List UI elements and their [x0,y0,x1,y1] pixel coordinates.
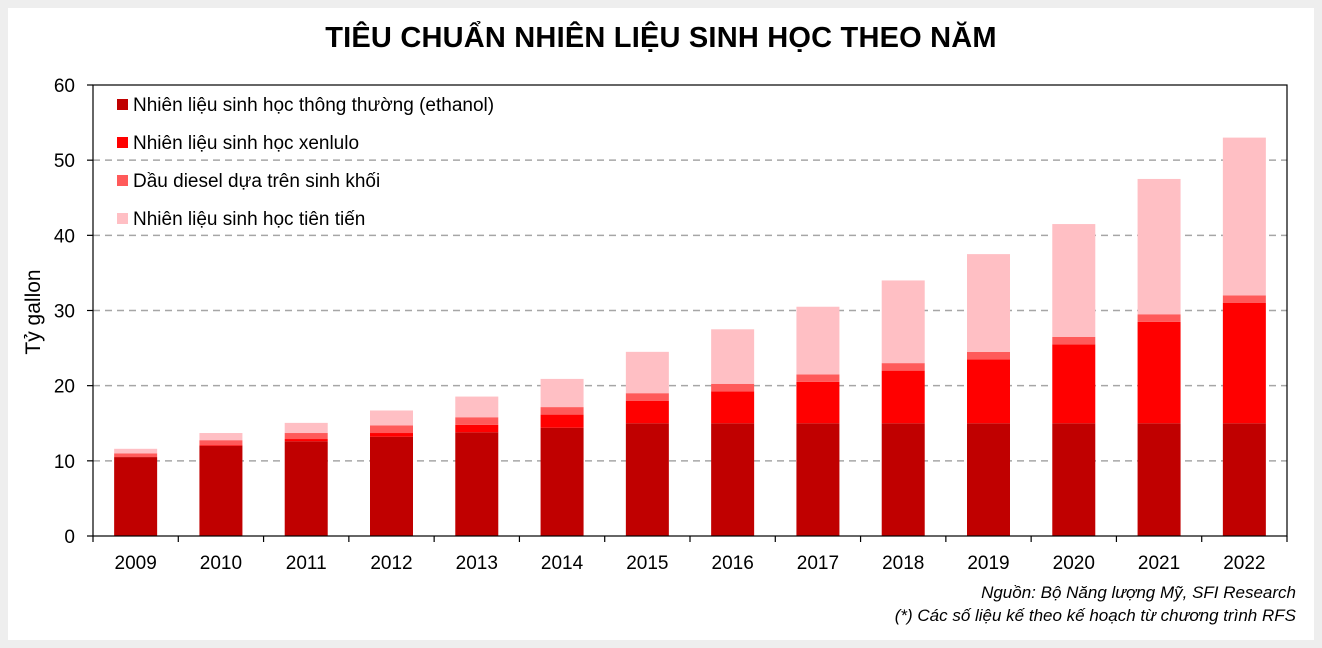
bar-segment [796,306,840,375]
bar-segment [1222,295,1266,303]
legend-swatch [117,137,128,148]
bar-segment [114,457,158,536]
bar-segment [284,422,328,434]
bar-segment [967,423,1010,536]
bar-segment [284,439,328,442]
x-tick-label: 2020 [1053,553,1095,574]
source-note: Nguồn: Bộ Năng lượng Mỹ, SFI Research [981,583,1296,602]
x-tick-label: 2009 [115,553,157,574]
legend-swatch [117,213,128,224]
y-tick-label: 10 [54,452,75,473]
bar-segment [370,436,413,536]
bar-segment [199,445,243,536]
y-axis-label: Tỷ gallon [22,269,45,354]
axes-group [87,84,1288,542]
bar-segment [711,391,755,424]
bar-segment [796,381,840,424]
y-tick-label: 20 [54,377,75,398]
bar-segment [967,254,1010,352]
y-tick-label: 40 [54,226,75,247]
bar-segment [540,407,584,415]
bar-segment [540,414,584,428]
legend-label: Nhiên liệu sinh học xenlulo [133,133,359,154]
x-tick-labels: 2009 2010 2011 2012 2013 2014 2015 2016 2017 2018… [115,553,1266,574]
x-tick-label: 2016 [712,553,754,574]
bar-segment [881,370,925,424]
bar-segment [796,374,840,382]
bar-segment [881,423,925,536]
bar-segment [625,351,669,394]
bar-segment [370,425,413,434]
y-tick-label: 0 [64,527,75,548]
bar-segment [284,433,328,440]
bar-segment [625,393,669,401]
legend-label: Nhiên liệu sinh học tiên tiến [133,209,365,230]
y-tick-label: 60 [54,76,75,97]
bar-segment [1222,137,1266,296]
bar-segment [199,440,243,446]
bar-segment [796,423,840,536]
bar-segment [1052,224,1096,337]
bar-segment [540,378,584,408]
x-tick-label: 2013 [456,553,498,574]
x-tick-label: 2011 [286,553,327,574]
grid-lines [93,159,1287,462]
x-tick-label: 2017 [797,553,839,574]
bar-segment [1137,321,1181,424]
bar-segment [199,433,243,441]
bar-segment [711,329,755,384]
legend-swatch [117,99,128,110]
footnote: (*) Các số liệu kế theo kế hoạch từ chươ… [894,606,1296,625]
bar-segment [625,423,669,536]
bar-segment [881,363,925,371]
x-tick-label: 2015 [626,553,668,574]
y-tick-label: 50 [54,151,75,172]
bar-segment [540,427,584,536]
x-tick-label: 2019 [967,553,1009,574]
bar-segment [199,445,243,446]
x-tick-label: 2018 [882,553,924,574]
bar-segment [1222,423,1266,536]
legend: Nhiên liệu sinh học thông thường (ethano… [117,95,494,230]
bar-segment [711,383,755,392]
bar-segment [455,417,499,425]
x-tick-label: 2014 [541,553,584,574]
bar-segment [114,448,158,454]
x-tick-label: 2021 [1138,553,1180,574]
bar-segment [1137,178,1181,315]
bar-segment [881,280,925,364]
bar-segment [370,410,413,426]
bar-segment [114,453,158,458]
bar-segment [625,400,669,424]
bar-segment [1052,423,1096,536]
bar-segment [455,396,499,418]
bars-group [114,137,1266,536]
bar-segment [370,433,413,437]
bar-segment [1222,302,1266,424]
x-tick-label: 2022 [1223,553,1265,574]
bar-segment [711,423,755,536]
bar-segment [1052,336,1096,345]
bar-segment [1137,314,1181,322]
bar-segment [455,424,499,433]
legend-label: Nhiên liệu sinh học thông thường (ethano… [133,95,494,116]
y-tick-label: 30 [54,302,75,323]
bar-segment [284,441,328,536]
y-tick-labels: 0 10 20 30 40 50 60 [54,76,75,548]
legend-swatch [117,175,128,186]
legend-label: Dầu diesel dựa trên sinh khối [133,171,380,192]
bar-segment [455,432,499,536]
bar-segment [967,359,1010,424]
x-tick-label: 2010 [200,553,242,574]
chart-title: TIÊU CHUẨN NHIÊN LIỆU SINH HỌC THEO NĂM [325,22,997,54]
bar-segment [967,351,1010,360]
bar-segment [1137,423,1181,536]
x-tick-label: 2012 [370,553,412,574]
bar-segment [1052,344,1096,424]
